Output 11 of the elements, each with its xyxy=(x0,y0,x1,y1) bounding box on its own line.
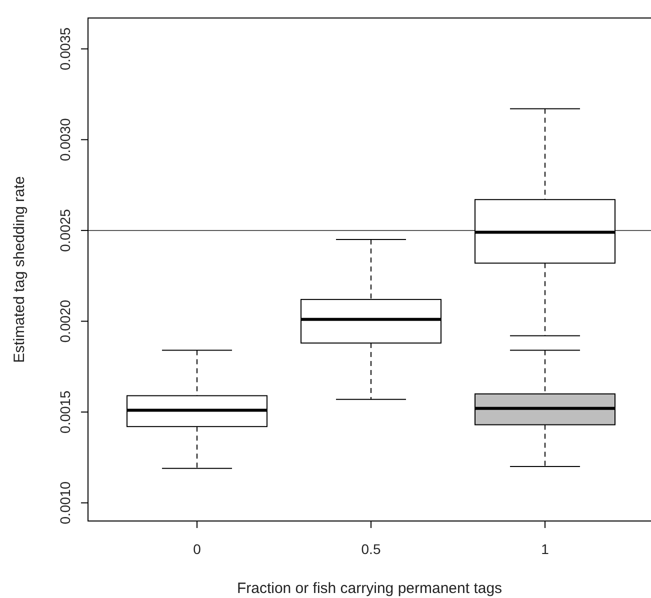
y-tick-label: 0.0035 xyxy=(57,27,73,70)
y-tick-label: 0.0025 xyxy=(57,208,73,252)
x-tick-label: 0 xyxy=(193,541,202,557)
y-axis-title: Estimated tag shedding rate xyxy=(11,176,28,363)
x-axis-title: Fraction or fish carrying permanent tags xyxy=(236,580,502,597)
y-tick-label: 0.0010 xyxy=(57,481,73,524)
x-tick-label: 0.5 xyxy=(361,541,381,557)
y-tick-label: 0.0015 xyxy=(57,390,73,434)
y-tick-label: 0.0030 xyxy=(57,118,73,162)
y-tick-label: 0.0020 xyxy=(57,300,73,343)
x-tick-label: 1 xyxy=(541,541,550,557)
